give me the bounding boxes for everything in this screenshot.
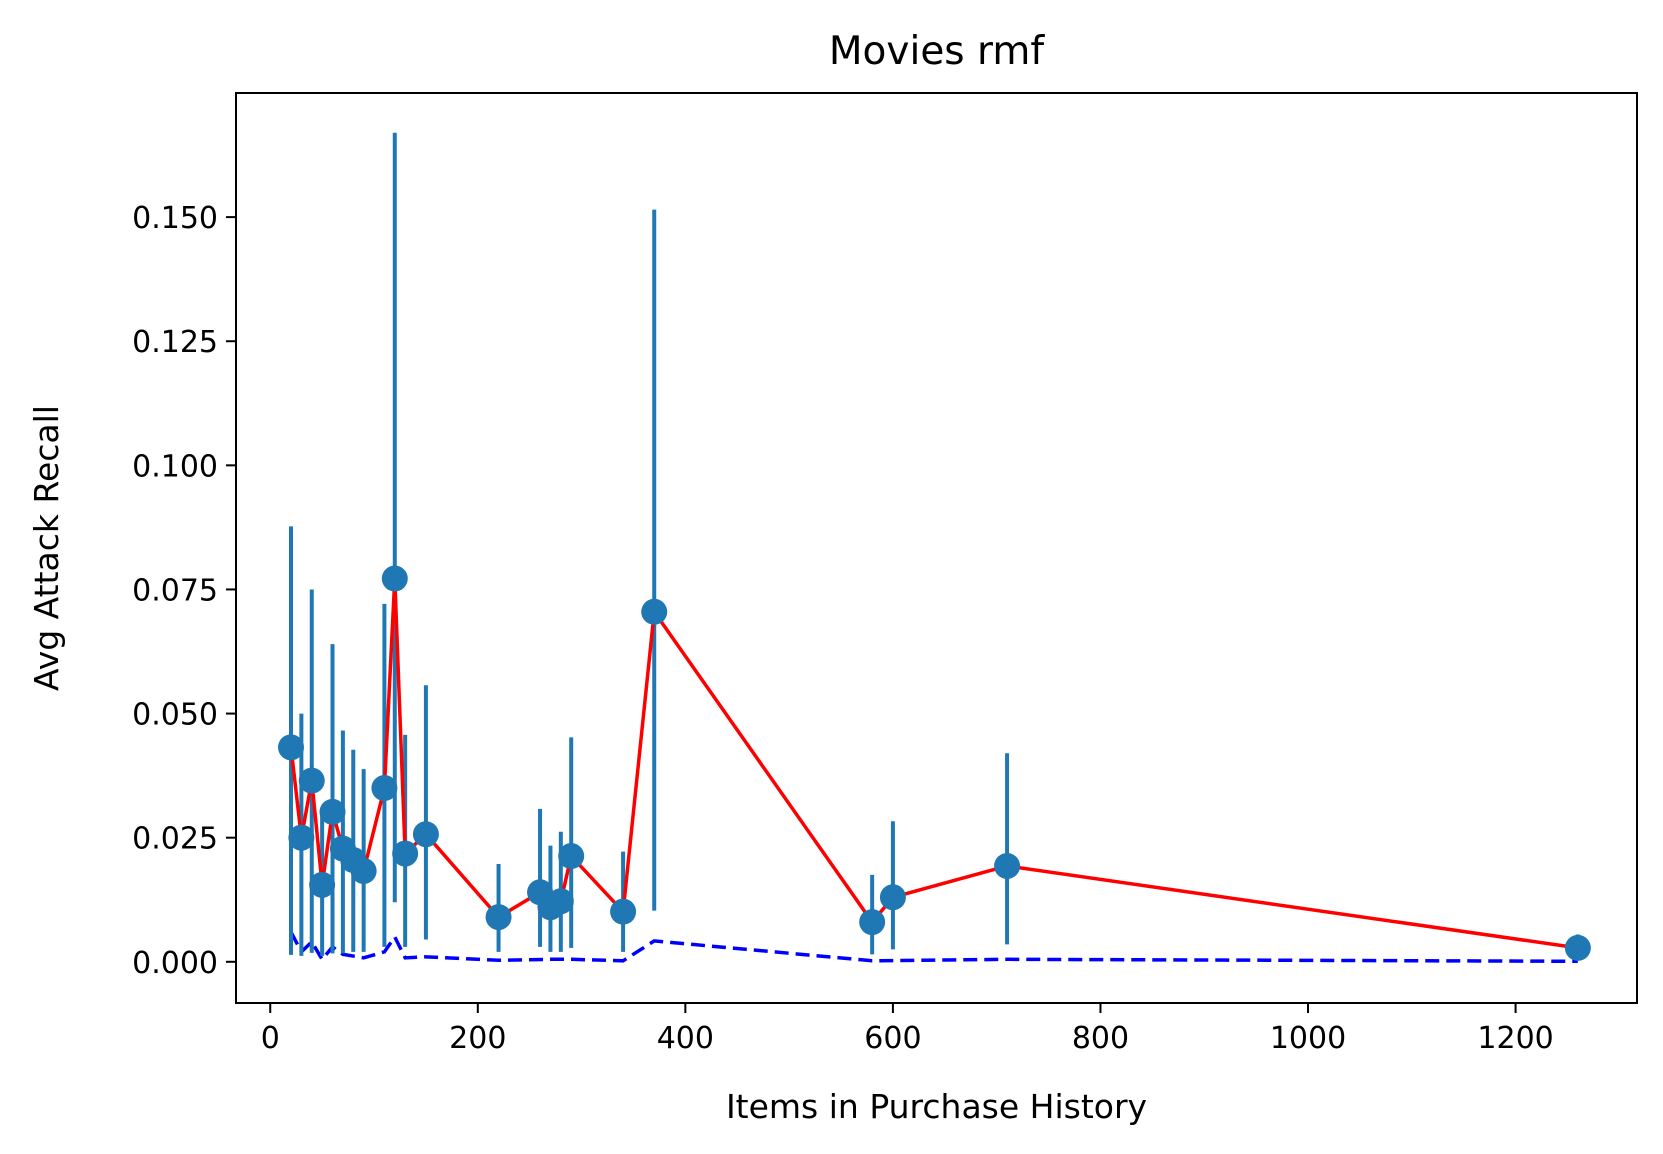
data-point: [381, 565, 408, 592]
y-tick-label: 0.100: [132, 449, 218, 484]
data-point: [298, 767, 325, 794]
data-point: [994, 852, 1021, 879]
data-point: [288, 824, 315, 851]
data-point: [547, 888, 574, 915]
data-point: [319, 798, 346, 825]
data-point: [485, 904, 512, 931]
data-point: [558, 843, 585, 870]
data-point: [278, 734, 305, 761]
data-point: [309, 871, 336, 898]
data-point: [879, 884, 906, 911]
x-tick-label: 200: [449, 1021, 506, 1056]
x-axis: 0 200 400 600 800 1000 1200: [261, 1003, 1554, 1056]
data-point: [610, 898, 637, 925]
plot-area: [278, 132, 1591, 964]
x-tick-label: 0: [261, 1021, 280, 1056]
x-axis-label: Items in Purchase History: [726, 1087, 1147, 1126]
x-tick-label: 800: [1072, 1021, 1129, 1056]
axes-frame: [235, 92, 1638, 1004]
x-tick-label: 1200: [1477, 1021, 1553, 1056]
y-tick-label: 0.050: [132, 698, 218, 733]
data-point: [641, 598, 668, 625]
y-axis-label: Avg Attack Recall: [27, 405, 66, 691]
data-point: [392, 840, 419, 867]
y-tick-label: 0.025: [132, 822, 218, 857]
data-point: [371, 775, 398, 802]
x-tick-label: 1000: [1270, 1021, 1346, 1056]
y-tick-label: 0.150: [132, 201, 218, 236]
y-tick-label: 0.000: [132, 946, 218, 981]
data-point: [350, 857, 377, 884]
y-tick-label: 0.075: [132, 573, 218, 608]
baseline-series-line: [289, 931, 1578, 964]
y-tick-label: 0.125: [132, 325, 218, 360]
data-point: [1564, 934, 1591, 961]
chart-title: Movies rmf: [829, 29, 1045, 74]
y-axis: 0.000 0.025 0.050 0.075 0.100 0.125 0.150: [132, 201, 236, 981]
x-tick-label: 400: [657, 1021, 714, 1056]
data-point: [859, 909, 886, 936]
x-tick-label: 600: [864, 1021, 921, 1056]
data-point: [412, 821, 439, 848]
